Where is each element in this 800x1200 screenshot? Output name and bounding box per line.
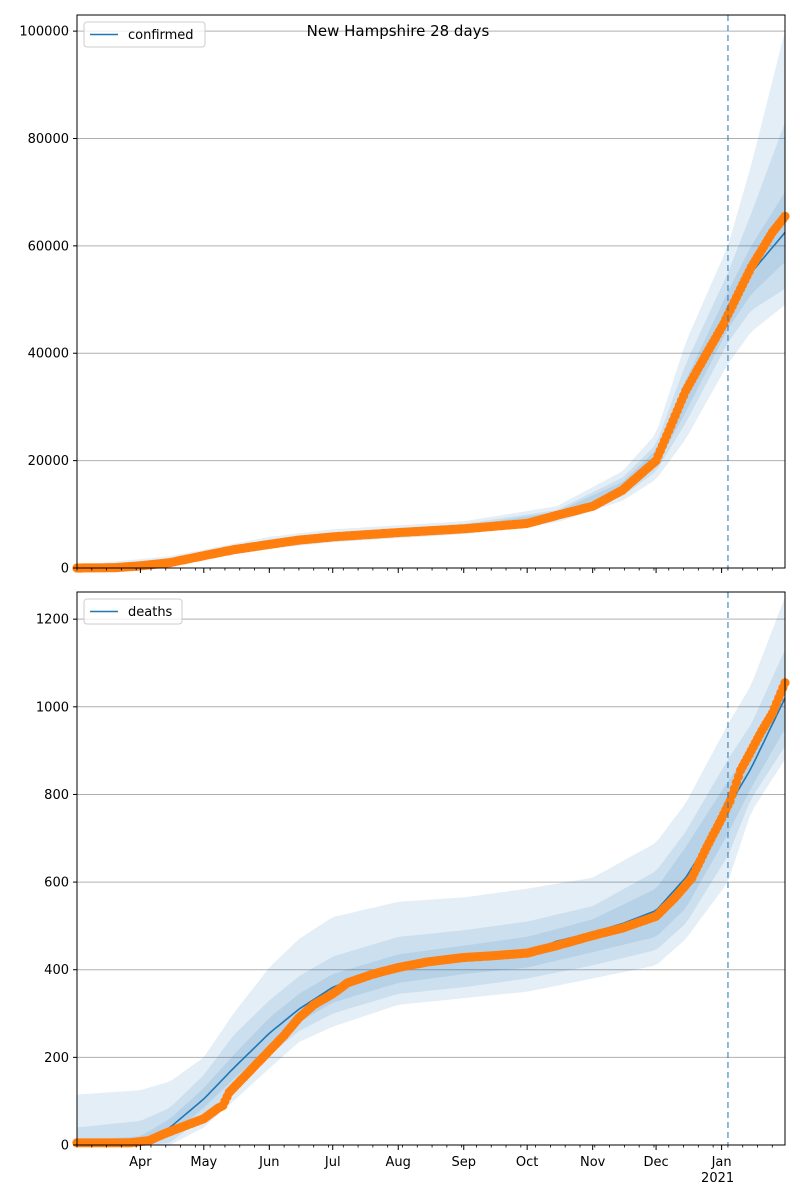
x-tick-label: Sep — [452, 1155, 477, 1170]
y-tick-label: 800 — [44, 788, 69, 803]
y-tick-label: 600 — [44, 876, 69, 891]
x-tick-label: May — [190, 1155, 217, 1170]
y-tick-label: 100000 — [19, 25, 69, 40]
y-tick-label: 40000 — [28, 347, 69, 362]
legend: deaths — [83, 598, 183, 625]
axes-frame — [76, 591, 786, 1146]
deaths-panel: 0 200 400 600 800 1000 1200 deaths Apr May Jun Jul A… — [36, 591, 790, 1186]
confirmed-panel: 0 20000 40000 60000 80000 100000 confirmed — [19, 14, 790, 577]
y-tick-label: 80000 — [28, 132, 69, 147]
axes-frame — [76, 14, 786, 569]
x-tick-label: Jun — [258, 1155, 279, 1170]
y-tick-label: 0 — [61, 562, 69, 577]
uncertainty-band — [77, 649, 785, 1145]
y-tick-label: 1200 — [36, 613, 69, 628]
x-tick-label: Oct — [516, 1155, 538, 1170]
x-tick-label: Aug — [386, 1155, 411, 1170]
y-tick-label: 0 — [61, 1139, 69, 1154]
x-year-label: 2021 — [701, 1171, 734, 1186]
legend-label: deaths — [128, 605, 173, 620]
y-tick-label: 200 — [44, 1051, 69, 1066]
legend-label: confirmed — [128, 28, 194, 43]
x-tick-label: Dec — [644, 1155, 669, 1170]
y-tick-label: 60000 — [28, 239, 69, 254]
x-tick-label: Apr — [129, 1155, 152, 1170]
y-tick-label: 1000 — [36, 700, 69, 715]
uncertainty-band — [77, 676, 785, 1145]
legend: confirmed — [83, 21, 206, 48]
x-tick-label: Jan — [711, 1155, 732, 1170]
x-tick-label: Nov — [580, 1155, 606, 1170]
uncertainty-band — [77, 597, 785, 1145]
legend-box — [83, 21, 206, 48]
x-tick-label: Jul — [324, 1155, 341, 1170]
y-tick-label: 20000 — [28, 454, 69, 469]
y-tick-label: 400 — [44, 963, 69, 978]
legend-box — [83, 598, 183, 625]
chart-title: New Hampshire 28 days — [307, 22, 490, 40]
